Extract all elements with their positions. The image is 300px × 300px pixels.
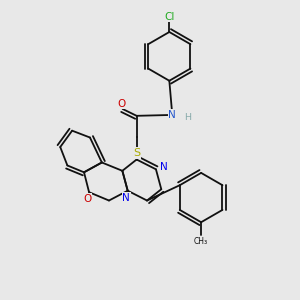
Text: Cl: Cl xyxy=(164,11,175,22)
Text: N: N xyxy=(160,162,168,172)
Text: O: O xyxy=(83,194,92,204)
Text: N: N xyxy=(168,110,176,120)
Text: H: H xyxy=(184,113,191,122)
Text: S: S xyxy=(133,148,140,158)
Text: N: N xyxy=(122,193,130,203)
Text: CH₃: CH₃ xyxy=(194,237,208,246)
Text: O: O xyxy=(117,99,125,109)
